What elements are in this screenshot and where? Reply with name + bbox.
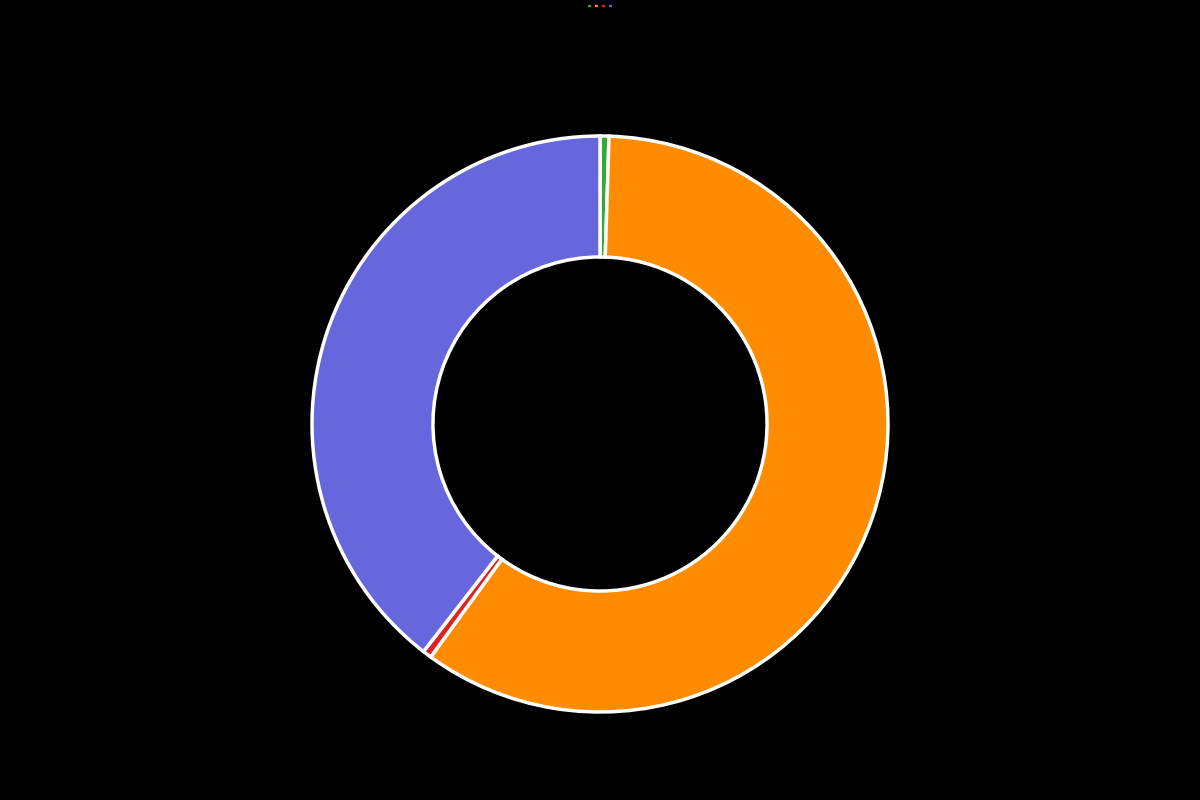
Wedge shape	[600, 136, 610, 257]
Wedge shape	[431, 136, 888, 712]
Legend: , , , : , , ,	[587, 5, 613, 6]
Wedge shape	[424, 556, 502, 657]
Wedge shape	[312, 136, 600, 651]
